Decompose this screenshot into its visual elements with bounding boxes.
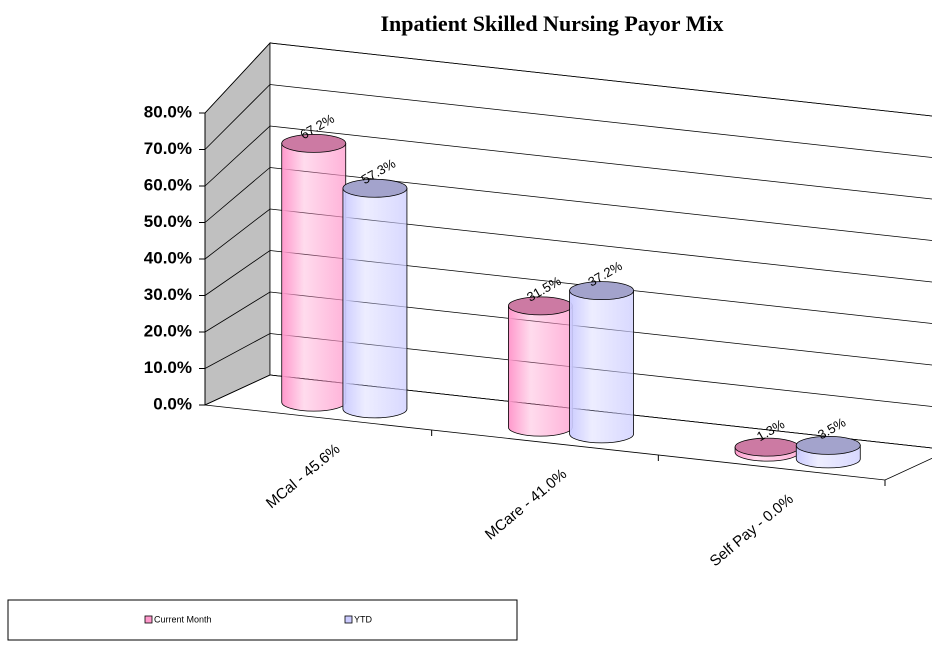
y-tick-label: 50.0% xyxy=(144,212,192,231)
bar-cylinder xyxy=(508,305,573,437)
legend-box xyxy=(7,599,518,641)
x-tick-label: Self Pay - 0.0% xyxy=(707,491,797,570)
y-tick-label: 30.0% xyxy=(144,285,192,304)
bar-cylinder xyxy=(569,290,634,444)
y-tick-label: 60.0% xyxy=(144,175,192,194)
legend-label: YTD xyxy=(354,614,373,624)
y-tick-label: 20.0% xyxy=(144,321,192,340)
grid-line xyxy=(204,250,932,324)
x-tick-label: MCare - 41.0% xyxy=(482,466,570,544)
grid-line xyxy=(204,291,932,366)
legend-swatch xyxy=(344,615,353,624)
grid-line xyxy=(204,167,932,241)
y-tick-label: 40.0% xyxy=(144,248,192,267)
grid-line xyxy=(204,333,932,407)
bar-cylinder xyxy=(342,187,408,419)
bar-top xyxy=(342,178,408,198)
grid-line xyxy=(204,84,932,158)
y-tick-label: 10.0% xyxy=(144,358,192,377)
chart-title: Inpatient Skilled Nursing Payor Mix xyxy=(380,11,723,36)
y-tick-label: 80.0% xyxy=(144,102,192,121)
bar-top xyxy=(795,435,861,455)
y-tick-label: 0.0% xyxy=(153,394,192,413)
bar-top xyxy=(281,134,347,153)
grid-line xyxy=(204,42,932,117)
grid-line xyxy=(204,208,932,283)
bar-top xyxy=(569,281,634,301)
bar-cylinder xyxy=(281,143,347,412)
legend-label: Current Month xyxy=(154,614,212,624)
x-tick-label: MCal - 45.6% xyxy=(263,441,344,512)
grid-line xyxy=(204,374,932,449)
y-tick-label: 70.0% xyxy=(144,139,192,158)
grid-line xyxy=(204,125,932,200)
legend-swatch xyxy=(144,615,153,624)
